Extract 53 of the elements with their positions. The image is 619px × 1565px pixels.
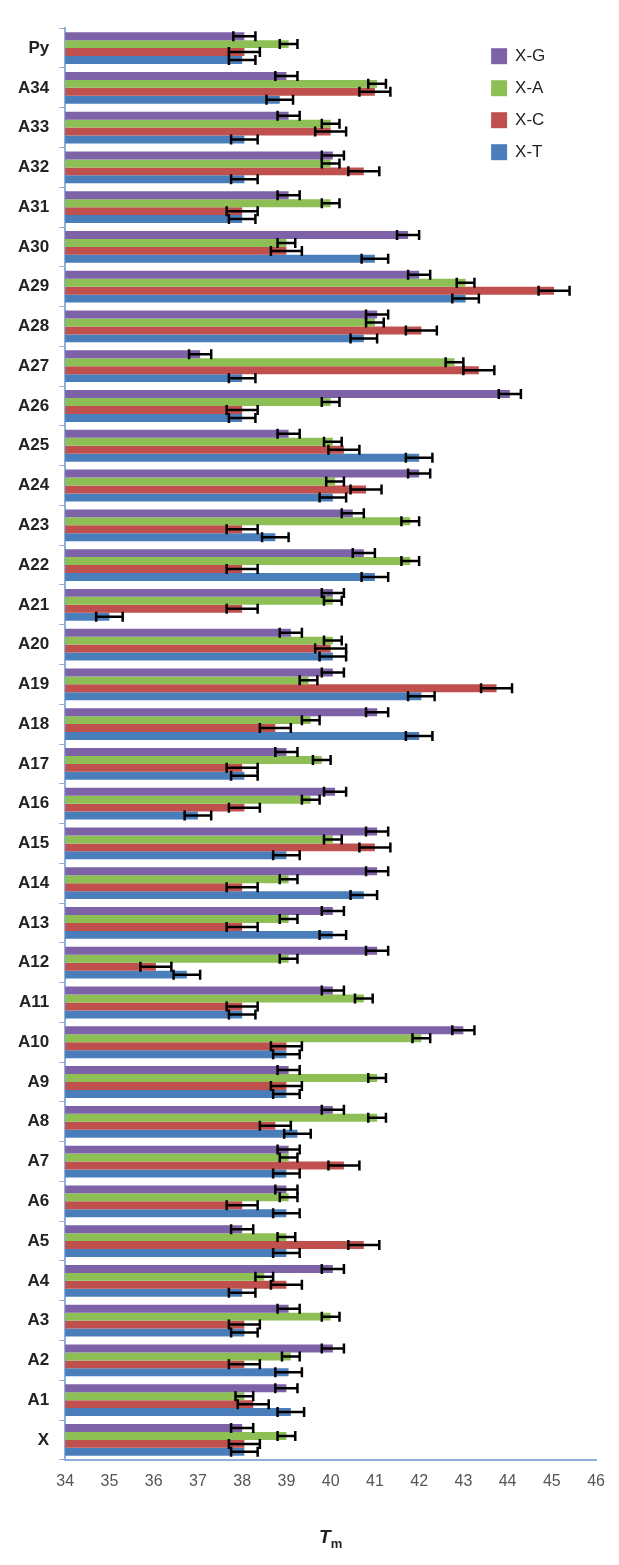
x-tick-label: 34 xyxy=(56,1471,75,1489)
x-tick-label: 35 xyxy=(100,1471,119,1489)
y-tick-label: A4 xyxy=(27,1270,50,1290)
x-tick-label: 41 xyxy=(365,1471,384,1489)
x-tick-label: 43 xyxy=(454,1471,473,1489)
y-tick-label: X xyxy=(37,1429,50,1449)
y-tick-label: A2 xyxy=(27,1350,50,1370)
x-tick-label: 42 xyxy=(410,1471,429,1489)
y-tick-label: A34 xyxy=(18,77,50,97)
y-tick-label: A6 xyxy=(27,1191,50,1210)
y-tick-label: A19 xyxy=(18,674,50,694)
y-tick-label: Py xyxy=(28,37,50,57)
y-tick-label: A32 xyxy=(18,157,50,177)
y-tick-label: A33 xyxy=(18,117,50,137)
x-tick-label: 39 xyxy=(277,1471,296,1489)
y-tick-label: A26 xyxy=(18,395,50,415)
x-tick-label: 38 xyxy=(233,1471,252,1489)
y-tick-label: A24 xyxy=(18,475,50,495)
y-tick-label: A11 xyxy=(18,992,50,1012)
x-tick-label: 36 xyxy=(144,1471,163,1489)
y-tick-label: A23 xyxy=(18,514,50,534)
y-tick-label: A20 xyxy=(18,634,50,654)
y-tick-label: A29 xyxy=(18,276,50,296)
y-tick-label: A5 xyxy=(27,1230,50,1250)
legend-label: X-C xyxy=(515,109,545,129)
y-tick-label: A16 xyxy=(18,793,50,813)
y-tick-label: A15 xyxy=(18,833,50,853)
x-tick-label: 40 xyxy=(321,1471,340,1489)
y-tick-label: A28 xyxy=(18,316,50,336)
y-tick-label: A18 xyxy=(18,713,50,733)
x-tick-label: 45 xyxy=(542,1471,561,1489)
y-tick-label: A13 xyxy=(18,912,50,932)
legend-label: X-A xyxy=(515,77,545,97)
y-tick-label: A25 xyxy=(18,435,50,455)
legend-label: X-T xyxy=(515,141,543,161)
x-tick-label: 44 xyxy=(498,1471,517,1489)
y-tick-label: A10 xyxy=(18,1031,50,1051)
y-tick-label: A31 xyxy=(18,196,50,216)
y-tick-label: A8 xyxy=(27,1111,50,1131)
y-tick-label: A22 xyxy=(18,554,50,574)
y-tick-label: A3 xyxy=(27,1310,50,1330)
y-tick-label: A7 xyxy=(27,1151,50,1171)
y-tick-label: A17 xyxy=(18,753,50,773)
y-tick-label: A1 xyxy=(27,1389,50,1409)
x-tick-label: 37 xyxy=(189,1471,207,1489)
y-tick-label: A14 xyxy=(18,872,50,892)
y-tick-label: A12 xyxy=(18,952,50,972)
y-tick-label: A27 xyxy=(18,355,50,375)
y-tick-label: A21 xyxy=(18,594,50,614)
legend-label: X-G xyxy=(515,45,546,65)
y-tick-label: A30 xyxy=(18,236,50,256)
y-tick-label: A9 xyxy=(27,1071,50,1091)
x-tick-label: 46 xyxy=(587,1471,606,1489)
